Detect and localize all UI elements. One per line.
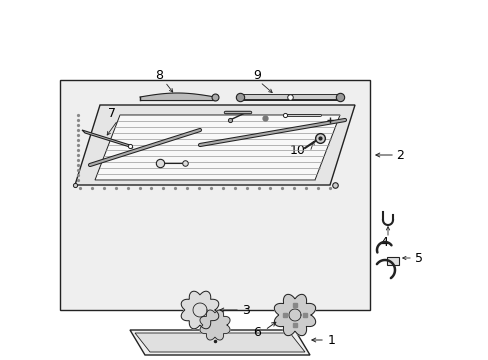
- Polygon shape: [135, 333, 305, 352]
- Polygon shape: [75, 105, 354, 185]
- Polygon shape: [130, 330, 309, 355]
- Bar: [386, 257, 398, 265]
- Polygon shape: [82, 130, 133, 148]
- Bar: [60, 80, 369, 310]
- Text: 1: 1: [327, 333, 335, 346]
- Polygon shape: [200, 310, 229, 340]
- Polygon shape: [95, 115, 339, 180]
- Text: 2: 2: [395, 149, 403, 162]
- Polygon shape: [181, 291, 218, 329]
- Text: 10: 10: [289, 144, 305, 157]
- Text: 4: 4: [379, 235, 387, 248]
- Polygon shape: [274, 294, 315, 336]
- Text: 3: 3: [242, 303, 249, 316]
- Text: 9: 9: [252, 68, 260, 81]
- Text: 6: 6: [252, 327, 260, 339]
- Text: 5: 5: [414, 252, 422, 265]
- Text: 8: 8: [155, 68, 163, 81]
- Text: 7: 7: [108, 107, 116, 120]
